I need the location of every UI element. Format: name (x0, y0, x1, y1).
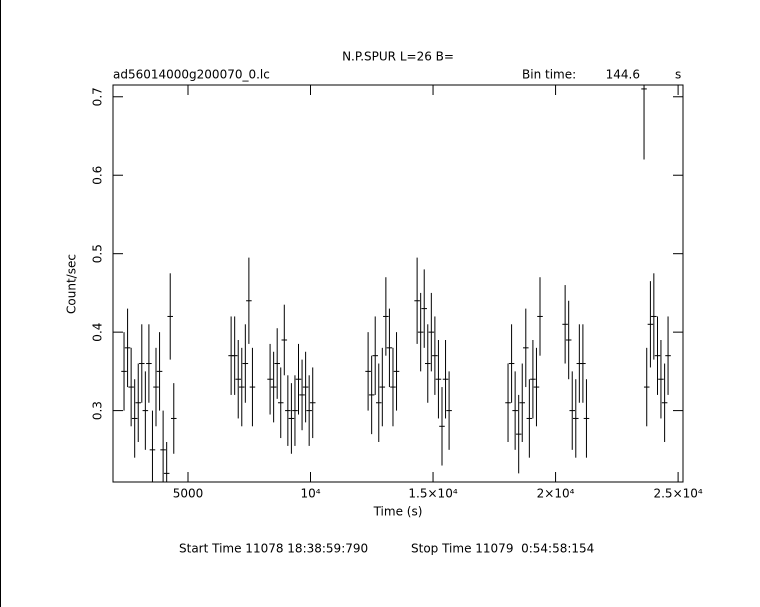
x-tick-label: 1.5×10⁴ (408, 487, 457, 501)
bin-time-label: Bin time: (522, 68, 576, 82)
y-tick-label: 0.6 (91, 166, 105, 185)
x-axis-label: Time (s) (373, 505, 423, 519)
y-tick-label: 0.4 (91, 323, 105, 342)
x-tick-label: 2.5×10⁴ (653, 487, 702, 501)
stop-time: Stop Time 11079 0:54:58:154 (411, 542, 594, 556)
x-tick-label: 10⁴ (300, 487, 320, 501)
y-tick-label: 0.7 (91, 87, 105, 106)
bin-time-unit: s (675, 68, 681, 82)
x-tick-label: 2×10⁴ (537, 487, 575, 501)
bin-time-value: 144.6 (606, 68, 640, 82)
plot-frame (112, 84, 684, 483)
chart-title: N.P.SPUR L=26 B= (342, 50, 454, 64)
file-name: ad56014000g200070_0.lc (113, 68, 270, 82)
y-tick-label: 0.3 (91, 401, 105, 420)
x-tick-label: 5000 (173, 487, 204, 501)
y-tick-label: 0.5 (91, 244, 105, 263)
start-time: Start Time 11078 18:38:59:790 (179, 542, 368, 556)
data-layer (121, 85, 671, 482)
y-axis-label: Count/sec (65, 254, 79, 314)
